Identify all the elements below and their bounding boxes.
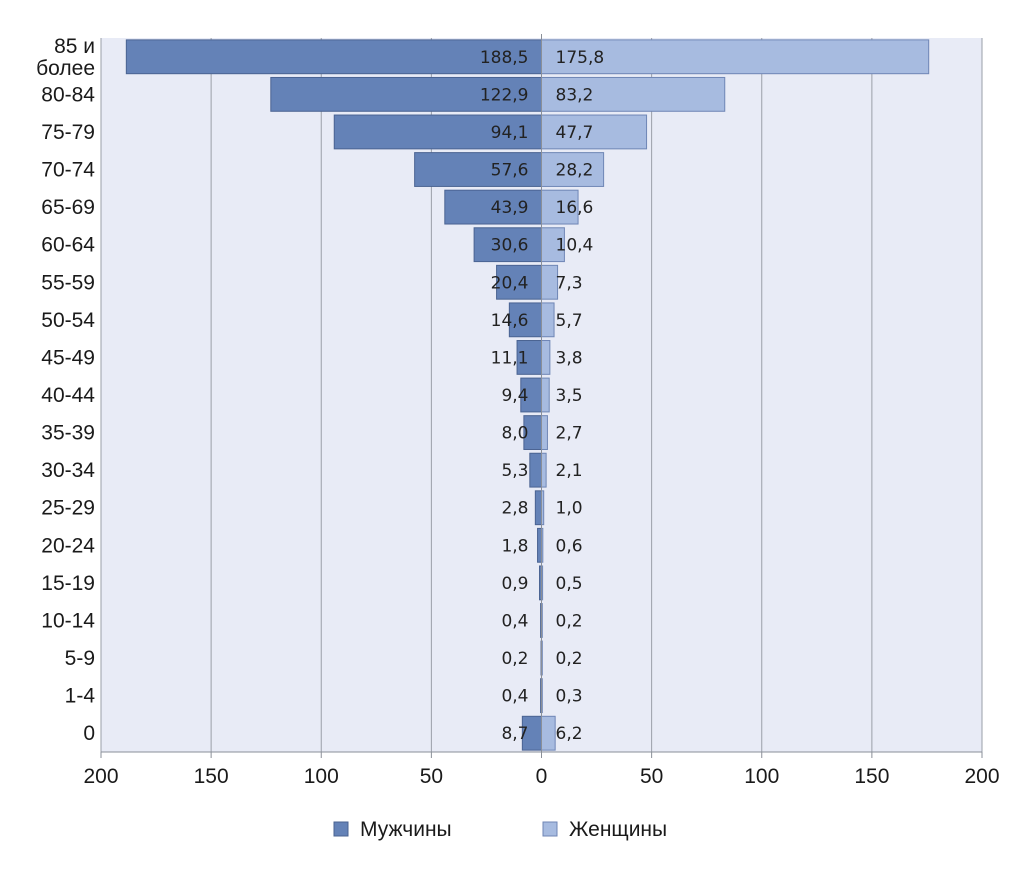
data-label-men: 9,4 xyxy=(501,386,528,406)
category-label: 30-34 xyxy=(41,459,95,482)
data-label-women: 3,8 xyxy=(556,348,583,368)
plot-area: 188,5 175,8 122,9 83,2 94,1 47,7 57,6 28,2 43,9 1… xyxy=(100,34,983,758)
category-label: 45-49 xyxy=(41,346,95,369)
data-label-men: 2,8 xyxy=(501,499,528,519)
x-tick-label: 100 xyxy=(744,765,779,788)
x-tick-label: 50 xyxy=(640,765,663,788)
data-label-men: 5,3 xyxy=(501,461,528,481)
bar-women xyxy=(541,415,548,450)
legend-swatch xyxy=(542,821,558,837)
data-label-women: 1,0 xyxy=(556,499,583,519)
legend-label: Мужчины xyxy=(360,818,452,841)
data-label-women: 0,3 xyxy=(556,687,583,707)
bar-women xyxy=(541,114,648,150)
category-label: 85 и более xyxy=(36,35,95,80)
legend-swatch xyxy=(333,821,349,837)
data-label-men: 57,6 xyxy=(491,161,529,181)
data-label-men: 8,7 xyxy=(501,724,528,744)
bar-women xyxy=(541,302,555,338)
bar-women xyxy=(541,189,579,225)
data-label-men: 0,2 xyxy=(501,649,528,669)
data-label-men: 14,6 xyxy=(491,311,529,331)
x-tick-label: 0 xyxy=(536,765,548,788)
category-label: 75-79 xyxy=(41,121,95,144)
y-axis-categories: 85 и более 80-84 75-79 70-74 65-69 60-64 55-59 5… xyxy=(36,35,95,745)
bar-men xyxy=(534,490,543,526)
data-label-women: 0,6 xyxy=(556,536,583,556)
legend-label: Женщины xyxy=(569,818,667,841)
data-label-women: 83,2 xyxy=(556,85,594,105)
bar-men xyxy=(444,189,542,225)
bar-men xyxy=(529,452,542,488)
data-label-women: 5,7 xyxy=(556,311,583,331)
x-tick-label: 50 xyxy=(420,765,443,788)
category-label: 20-24 xyxy=(41,534,95,557)
x-tick-label: 200 xyxy=(83,765,118,788)
category-label: 1-4 xyxy=(65,685,96,708)
bar-men xyxy=(414,152,542,187)
category-label: 10-14 xyxy=(41,609,95,632)
x-tick-label: 100 xyxy=(304,765,339,788)
category-label: 80-84 xyxy=(41,83,95,106)
category-label: 50-54 xyxy=(41,309,95,332)
data-label-men: 122,9 xyxy=(480,85,529,105)
data-label-men: 94,1 xyxy=(491,123,529,143)
data-label-men: 8,0 xyxy=(501,424,528,444)
category-label: 25-29 xyxy=(41,497,95,520)
category-label: 15-19 xyxy=(41,572,95,595)
data-label-women: 47,7 xyxy=(556,123,594,143)
bar-men xyxy=(537,527,543,563)
data-label-women: 16,6 xyxy=(556,198,594,218)
data-label-women: 28,2 xyxy=(556,161,594,181)
bar-women xyxy=(541,452,547,488)
data-label-women: 6,2 xyxy=(556,724,583,744)
x-axis-ticks: 200 150 100 50 0 50 100 150 200 xyxy=(83,751,1000,788)
x-tick-label: 200 xyxy=(964,765,999,788)
data-label-women: 175,8 xyxy=(556,48,605,68)
data-label-men: 30,6 xyxy=(491,236,529,256)
bar-men xyxy=(496,264,542,300)
data-label-men: 43,9 xyxy=(491,198,529,218)
data-label-men: 0,9 xyxy=(501,574,528,594)
bar-men xyxy=(333,114,542,150)
data-label-women: 2,7 xyxy=(556,424,583,444)
data-label-women: 0,2 xyxy=(556,611,583,631)
data-label-women: 0,2 xyxy=(556,649,583,669)
category-label: 40-44 xyxy=(41,384,95,407)
legend-item-women: Женщины xyxy=(542,818,667,841)
category-label: 55-59 xyxy=(41,271,95,294)
legend: Мужчины Женщины xyxy=(333,818,667,841)
data-label-women: 7,3 xyxy=(556,273,583,293)
data-label-women: 0,5 xyxy=(556,574,583,594)
bar-men xyxy=(125,39,543,75)
data-label-men: 11,1 xyxy=(491,348,529,368)
bar-women xyxy=(541,715,556,751)
category-label: 65-69 xyxy=(41,196,95,219)
data-label-men: 20,4 xyxy=(491,273,529,293)
category-label: 5-9 xyxy=(65,647,95,670)
category-label: 70-74 xyxy=(41,159,95,182)
data-label-men: 0,4 xyxy=(501,687,528,707)
x-tick-label: 150 xyxy=(194,765,229,788)
category-label: 0 xyxy=(83,722,95,745)
bar-women xyxy=(541,39,930,75)
category-label: 60-64 xyxy=(41,234,95,257)
bar-women xyxy=(541,340,551,375)
data-label-men: 188,5 xyxy=(480,48,529,68)
data-label-women: 2,1 xyxy=(556,461,583,481)
category-label: 35-39 xyxy=(41,422,95,445)
data-label-women: 10,4 xyxy=(556,236,594,256)
bar-women xyxy=(541,76,726,112)
legend-item-men: Мужчины xyxy=(333,818,452,841)
data-label-men: 0,4 xyxy=(501,611,528,631)
bar-men xyxy=(473,227,542,263)
data-label-men: 1,8 xyxy=(501,536,528,556)
x-tick-label: 150 xyxy=(854,765,889,788)
bar-women xyxy=(541,377,550,413)
data-label-women: 3,5 xyxy=(556,386,583,406)
